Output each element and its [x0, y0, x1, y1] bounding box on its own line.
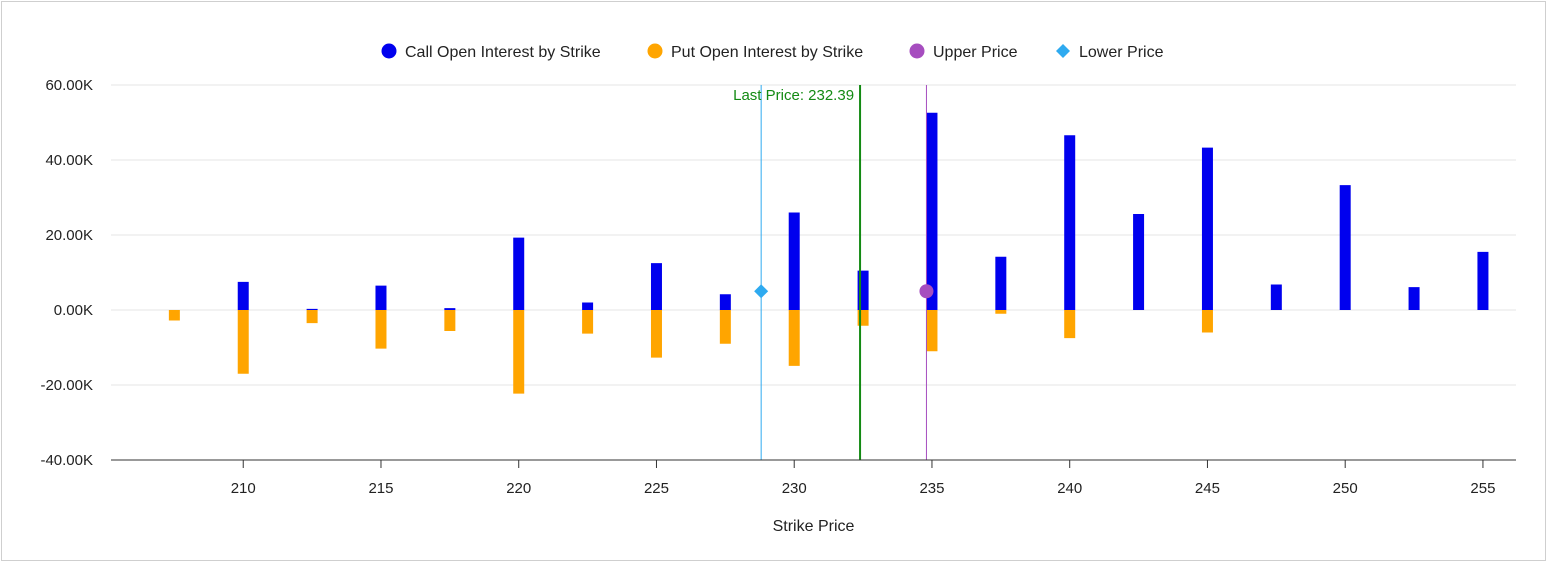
call-bar	[1201, 147, 1213, 310]
put-bar	[650, 310, 662, 358]
legend-label: Call Open Interest by Strike	[405, 44, 601, 61]
legend-dot-icon	[381, 43, 397, 59]
put-bar	[444, 310, 456, 331]
call-bar	[926, 112, 938, 310]
legend-item[interactable]: Put Open Interest by Strike	[647, 43, 864, 62]
lower-price-marker	[754, 284, 769, 299]
grid-lines	[111, 84, 1516, 386]
y-tick-label: 40.00K	[45, 152, 93, 169]
call-bar	[1408, 287, 1420, 310]
y-tick-label: 20.00K	[45, 227, 93, 244]
last-price-label: Last Price: 232.39	[733, 87, 854, 104]
x-tick-label: 255	[1470, 480, 1495, 497]
call-bar	[582, 302, 594, 310]
put-bar	[513, 310, 525, 394]
put-bar	[237, 310, 249, 374]
y-tick-label: -40.00K	[40, 452, 93, 469]
x-tick-label: 250	[1333, 480, 1358, 497]
legend-diamond-icon	[1056, 44, 1070, 58]
put-bar	[1201, 310, 1213, 333]
call-bar	[857, 270, 869, 310]
upper-price-marker	[919, 284, 934, 299]
legend-item[interactable]: Lower Price	[1056, 44, 1164, 61]
legend-item[interactable]: Call Open Interest by Strike	[381, 43, 601, 62]
call-bar	[650, 263, 662, 310]
x-tick-label: 210	[231, 480, 256, 497]
call-bar	[788, 212, 800, 310]
price-lines: Last Price: 232.39	[733, 85, 927, 460]
put-bar	[857, 310, 869, 326]
put-bar	[168, 310, 180, 321]
y-tick-label: 0.00K	[54, 302, 93, 319]
call-bar	[237, 281, 249, 310]
x-axis-title: Strike Price	[773, 518, 855, 535]
legend-dot-icon	[647, 43, 663, 59]
call-bar	[1064, 135, 1076, 310]
call-bar	[1477, 251, 1489, 310]
call-bar	[1133, 214, 1145, 310]
put-bar	[926, 310, 938, 352]
put-bar	[306, 310, 318, 324]
axes: 60.00K 40.00K 20.00K 0.00K -20.00K -40.00K 210…	[40, 77, 1516, 497]
call-bar	[513, 237, 525, 310]
x-tick-label: 240	[1057, 480, 1082, 497]
call-bar	[444, 308, 456, 310]
legend-label: Lower Price	[1079, 44, 1164, 61]
x-tick-label: 235	[919, 480, 944, 497]
x-tick-label: 245	[1195, 480, 1220, 497]
y-tick-label: 60.00K	[45, 77, 93, 94]
call-bar	[1270, 284, 1282, 310]
put-bar	[995, 310, 1007, 314]
x-tick-label: 230	[782, 480, 807, 497]
legend-dot-icon	[909, 43, 925, 59]
put-bar	[582, 310, 594, 334]
call-bar	[719, 294, 731, 310]
price-markers	[754, 284, 934, 299]
put-bar	[375, 310, 387, 349]
y-tick-label: -20.00K	[40, 377, 93, 394]
call-bar	[375, 285, 387, 310]
legend[interactable]: Call Open Interest by Strike Put Open Int…	[381, 43, 1164, 62]
x-tick-label: 215	[368, 480, 393, 497]
x-tick-label: 225	[644, 480, 669, 497]
legend-item[interactable]: Upper Price	[909, 43, 1018, 62]
legend-label: Upper Price	[933, 44, 1018, 61]
bars	[168, 112, 1489, 394]
legend-label: Put Open Interest by Strike	[671, 44, 863, 61]
put-bar	[1064, 310, 1076, 339]
put-bar	[719, 310, 731, 344]
call-bar	[1339, 185, 1351, 310]
call-bar	[995, 256, 1007, 310]
call-bar	[306, 308, 318, 310]
x-tick-label: 220	[506, 480, 531, 497]
put-bar	[788, 310, 800, 366]
